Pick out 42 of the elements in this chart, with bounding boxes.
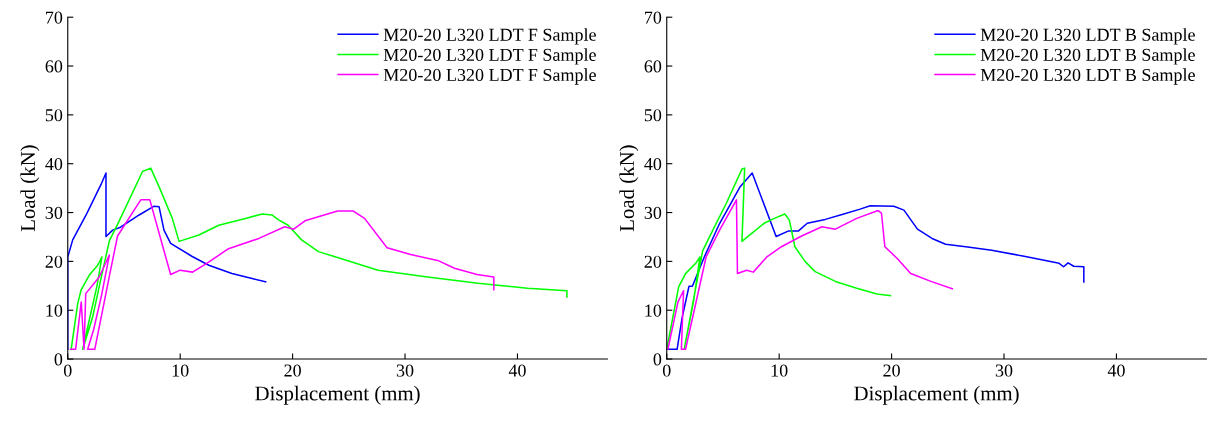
x-tick-label: 20 xyxy=(284,364,301,377)
line-series xyxy=(69,199,495,351)
y-tick-label: 10 xyxy=(645,304,662,317)
x-tick-label: 10 xyxy=(771,364,788,377)
legend-label: M20-20 L320 LDT B Sample xyxy=(980,68,1195,85)
legend-label: M20-20 L320 LDT F Sample xyxy=(383,28,596,45)
y-tick-label: 20 xyxy=(45,255,63,268)
x-tick-label: 40 xyxy=(1107,364,1125,377)
y-tick-label: 0 xyxy=(653,353,662,366)
legend-label: M20-20 L320 LDT F Sample xyxy=(383,68,596,85)
y-tick-label: 0 xyxy=(54,353,63,366)
x-tick-label: 0 xyxy=(662,364,671,377)
y-tick-label: 50 xyxy=(644,109,662,122)
line-series xyxy=(667,199,954,351)
y-tick-label: 40 xyxy=(644,157,662,171)
x-axis-title: Displacement (mm) xyxy=(255,385,420,405)
y-tick-label: 60 xyxy=(644,60,662,73)
line-series xyxy=(666,167,892,351)
x-tick-label: 10 xyxy=(172,364,189,377)
legend-label: M20-20 L320 LDT B Sample xyxy=(980,48,1195,65)
x-tick-label: 30 xyxy=(995,364,1013,377)
line-series xyxy=(666,172,1085,351)
y-tick-label: 40 xyxy=(45,157,63,171)
y-tick-label: 10 xyxy=(46,304,63,317)
line-series xyxy=(67,172,267,351)
x-axis-title: Displacement (mm) xyxy=(854,385,1019,405)
y-tick-label: 30 xyxy=(45,206,63,219)
y-tick-label: 60 xyxy=(45,60,63,73)
x-tick-label: 40 xyxy=(508,364,526,377)
y-axis-title: Load (kN) xyxy=(20,145,40,232)
y-tick-label: 70 xyxy=(645,11,662,24)
line-series xyxy=(70,167,568,351)
y-axis-title: Load (kN) xyxy=(619,145,639,232)
y-tick-label: 30 xyxy=(644,206,662,219)
legend-label: M20-20 L320 LDT B Sample xyxy=(980,28,1195,45)
x-tick-label: 0 xyxy=(63,364,72,377)
y-tick-label: 20 xyxy=(644,255,662,268)
legend-label: M20-20 L320 LDT F Sample xyxy=(383,48,596,65)
y-tick-label: 50 xyxy=(45,109,63,122)
y-tick-label: 70 xyxy=(46,11,63,24)
x-tick-label: 30 xyxy=(396,364,414,377)
x-tick-label: 20 xyxy=(883,364,900,377)
